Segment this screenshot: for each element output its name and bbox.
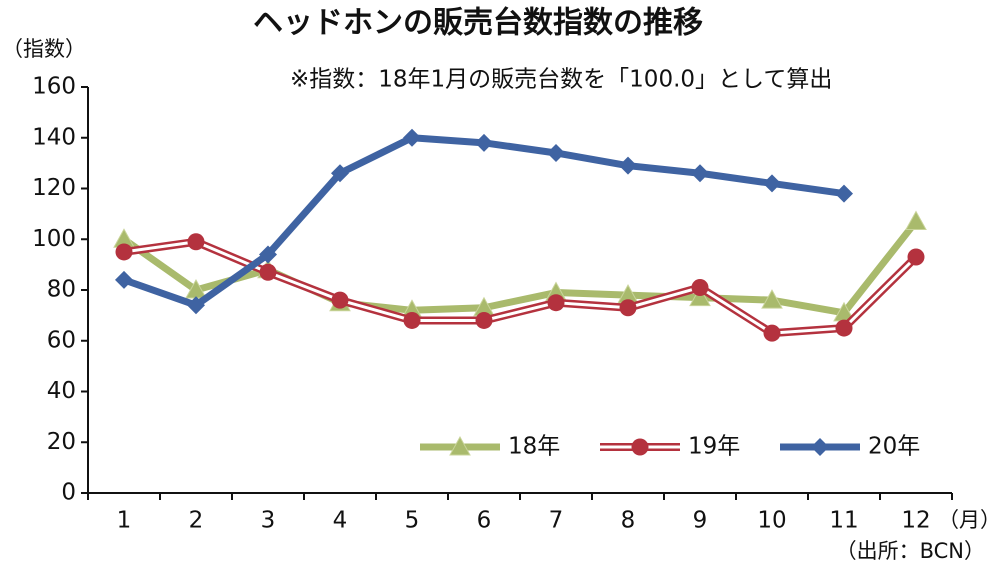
y-tick-label: 160 <box>32 74 76 100</box>
legend-label: 20年 <box>868 434 920 460</box>
marker <box>115 270 133 289</box>
series <box>115 128 853 315</box>
x-tick-label: 6 <box>477 508 492 534</box>
marker <box>835 184 853 203</box>
legend-label: 18年 <box>508 434 560 460</box>
marker <box>835 319 853 337</box>
x-tick-label: 3 <box>261 508 276 534</box>
marker <box>763 324 781 342</box>
marker <box>691 278 709 296</box>
marker <box>259 245 277 264</box>
marker <box>259 263 277 281</box>
legend-label: 19年 <box>688 434 740 460</box>
y-tick-label: 140 <box>32 124 76 150</box>
marker <box>187 296 205 315</box>
marker <box>403 128 421 147</box>
marker <box>619 299 637 317</box>
marker <box>475 311 493 329</box>
x-tick-label: 8 <box>621 508 636 534</box>
series <box>115 233 925 342</box>
marker <box>187 233 205 251</box>
x-tick-label: 2 <box>189 508 204 534</box>
line <box>122 134 845 309</box>
marker <box>547 143 565 162</box>
marker <box>331 164 349 183</box>
x-tick-label: 11 <box>829 508 858 534</box>
marker <box>115 243 133 261</box>
x-tick-label: 10 <box>757 508 786 534</box>
marker <box>689 286 711 307</box>
marker <box>631 438 649 456</box>
marker <box>331 291 349 309</box>
x-tick-label: 5 <box>405 508 420 534</box>
line-inner <box>123 240 918 335</box>
line <box>123 237 919 338</box>
x-axis-label: （月） <box>938 508 1000 532</box>
y-tick-label: 80 <box>47 277 76 303</box>
marker <box>811 438 829 456</box>
marker <box>905 210 927 230</box>
marker <box>475 133 493 152</box>
y-tick-label: 100 <box>32 226 76 252</box>
y-tick-label: 0 <box>61 480 76 506</box>
y-tick-label: 60 <box>47 327 76 353</box>
y-axis-label: （指数） <box>2 37 86 61</box>
marker <box>761 289 783 309</box>
chart-title: ヘッドホンの販売台数指数の推移 <box>253 6 703 41</box>
line <box>121 219 919 317</box>
marker <box>403 311 421 329</box>
x-tick-label: 9 <box>693 508 708 534</box>
source: （出所：BCN） <box>836 539 985 563</box>
marker <box>449 435 471 456</box>
x-tick-label: 7 <box>549 508 564 534</box>
marker <box>907 248 925 266</box>
marker <box>763 174 781 193</box>
x-tick-label: 4 <box>333 508 348 534</box>
y-tick-label: 20 <box>47 429 76 455</box>
series <box>113 210 927 322</box>
y-tick-label: 40 <box>47 378 76 404</box>
marker <box>619 156 637 175</box>
x-tick-label: 1 <box>117 508 132 534</box>
y-tick-label: 120 <box>32 175 76 201</box>
marker <box>547 294 565 312</box>
x-tick-label: 12 <box>901 508 930 534</box>
marker <box>691 164 709 183</box>
note: ※指数：18年1月の販売台数を「100.0」として算出 <box>290 67 832 93</box>
